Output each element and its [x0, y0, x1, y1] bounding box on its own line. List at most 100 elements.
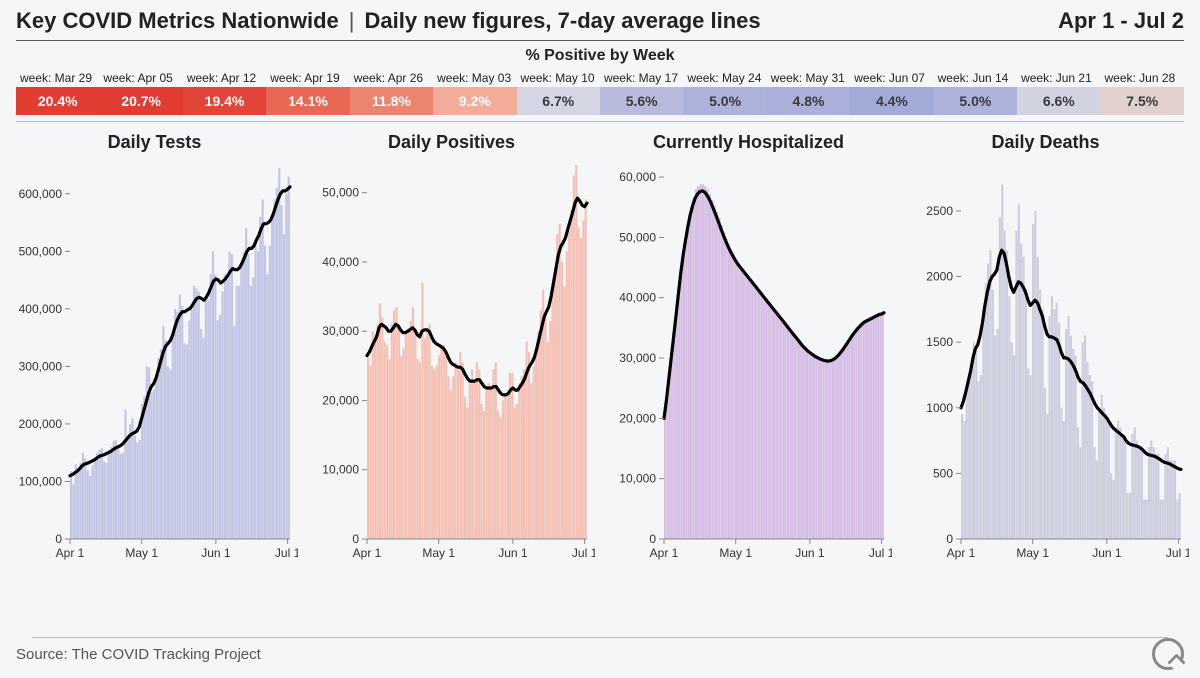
- svg-text:1500: 1500: [926, 335, 953, 349]
- heatmap-cell: 7.5%: [1100, 87, 1184, 115]
- heatmap: week: Mar 29week: Apr 05week: Apr 12week…: [0, 69, 1200, 115]
- y-axis: 0 10,000 20,000 30,000 40,000 50,000 60,000: [619, 170, 664, 546]
- page-title: Key COVID Metrics Nationwide: [16, 8, 339, 34]
- svg-text:Jun 1: Jun 1: [498, 546, 528, 560]
- y-axis: 0100,000200,000300,000400,000500,000600,…: [19, 187, 70, 546]
- heatmap-title: % Positive by Week: [0, 47, 1200, 65]
- svg-text:0: 0: [946, 532, 953, 546]
- svg-text:Apr 1: Apr 1: [947, 546, 976, 560]
- svg-text:60,000: 60,000: [619, 170, 656, 184]
- x-axis: Apr 1 May 1 Jun 1 Jul 1: [947, 539, 1189, 560]
- chart-bars: [664, 184, 884, 539]
- x-axis: Apr 1 May 1 Jun 1 Jul 1: [56, 539, 298, 560]
- svg-text:May 1: May 1: [1016, 546, 1049, 560]
- chart-panel: Daily Deaths 0 500 1000 1500 2000 2500 Apr 1 May…: [899, 126, 1192, 575]
- svg-text:Jun 1: Jun 1: [1092, 546, 1122, 560]
- chart-title: Daily Tests: [8, 132, 301, 153]
- date-range: Apr 1 - Jul 2: [1058, 8, 1184, 34]
- chart-panel: Currently Hospitalized 0 10,000 20,000 30,00…: [602, 126, 895, 575]
- svg-text:Apr 1: Apr 1: [56, 546, 85, 560]
- svg-text:Jul 1: Jul 1: [869, 546, 892, 560]
- heatmap-cell: 4.8%: [767, 87, 850, 115]
- chart-bars: [70, 168, 290, 539]
- svg-text:Jun 1: Jun 1: [795, 546, 825, 560]
- header-row: Key COVID Metrics Nationwide | Daily new…: [0, 0, 1200, 40]
- svg-text:500: 500: [933, 466, 953, 480]
- x-axis: Apr 1 May 1 Jun 1 Jul 1: [650, 539, 892, 560]
- chart-panel: Daily Positives 0 10,000 20,000 30,000 40,000…: [305, 126, 598, 575]
- heatmap-cell: 5.0%: [683, 87, 766, 115]
- source-text: Source: The COVID Tracking Project: [16, 646, 261, 663]
- chart-svg: 010,00020,00030,00040,00050,000Apr 1May …: [305, 155, 598, 575]
- svg-text:1000: 1000: [926, 401, 953, 415]
- heatmap-cell: 5.0%: [934, 87, 1017, 115]
- svg-text:600,000: 600,000: [19, 187, 63, 201]
- page-subtitle: Daily new figures, 7-day average lines: [364, 8, 760, 34]
- svg-text:50,000: 50,000: [322, 186, 359, 200]
- heatmap-week-label: week: Jun 14: [934, 69, 1017, 87]
- footer: Source: The COVID Tracking Project: [0, 630, 1200, 678]
- svg-text:May 1: May 1: [125, 546, 158, 560]
- chart-bars: [367, 165, 587, 539]
- svg-text:20,000: 20,000: [322, 393, 359, 407]
- heatmap-week-label: week: Mar 29: [16, 69, 99, 87]
- heatmap-cell: 20.7%: [99, 87, 182, 115]
- svg-text:300,000: 300,000: [19, 359, 63, 373]
- heatmap-week-label: week: Apr 19: [266, 69, 349, 87]
- svg-text:10,000: 10,000: [322, 463, 359, 477]
- charts-row: Daily Tests0100,000200,000300,000400,000…: [0, 126, 1200, 575]
- svg-text:400,000: 400,000: [19, 302, 63, 316]
- chart-svg: 0 500 1000 1500 2000 2500 Apr 1 May 1 Jun 1 Jul 1: [899, 155, 1192, 575]
- svg-text:May 1: May 1: [719, 546, 752, 560]
- heatmap-cell: 4.4%: [850, 87, 933, 115]
- y-axis: 0 10,000 20,000 30,000 40,000 50,000: [322, 186, 367, 546]
- svg-text:0: 0: [55, 532, 62, 546]
- svg-text:40,000: 40,000: [619, 291, 656, 305]
- svg-text:Jul 1: Jul 1: [275, 546, 298, 560]
- svg-text:500,000: 500,000: [19, 244, 63, 258]
- heatmap-cell: 19.4%: [183, 87, 266, 115]
- heatmap-week-label: week: Jun 28: [1100, 69, 1184, 87]
- y-axis: 0 500 1000 1500 2000 2500: [926, 204, 961, 546]
- svg-text:40,000: 40,000: [322, 255, 359, 269]
- chart-panel: Daily Tests0100,000200,000300,000400,000…: [8, 126, 301, 575]
- heatmap-week-label: week: Apr 26: [350, 69, 433, 87]
- x-axis: Apr 1May 1Jun 1Jul 1: [353, 539, 595, 560]
- svg-text:30,000: 30,000: [322, 324, 359, 338]
- chart-title: Daily Positives: [305, 132, 598, 153]
- heatmap-week-label: week: May 24: [683, 69, 766, 87]
- heatmap-week-label: week: Jun 21: [1017, 69, 1100, 87]
- svg-text:200,000: 200,000: [19, 417, 63, 431]
- svg-text:Jul 1: Jul 1: [1166, 546, 1189, 560]
- svg-text:0: 0: [649, 532, 656, 546]
- heatmap-week-label: week: May 10: [517, 69, 600, 87]
- heatmap-week-label: week: Apr 05: [99, 69, 182, 87]
- svg-text:30,000: 30,000: [619, 351, 656, 365]
- heatmap-week-label: week: Apr 12: [183, 69, 266, 87]
- chart-svg: 0 10,000 20,000 30,000 40,000 50,000 60,000 Apr…: [602, 155, 895, 575]
- heatmap-week-label: week: May 03: [433, 69, 516, 87]
- logo-icon: [1152, 638, 1184, 670]
- chart-title: Daily Deaths: [899, 132, 1192, 153]
- svg-text:Apr 1: Apr 1: [353, 546, 382, 560]
- chart-svg: 0100,000200,000300,000400,000500,000600,…: [8, 155, 301, 575]
- heatmap-cell: 6.7%: [517, 87, 600, 115]
- svg-text:0: 0: [352, 532, 359, 546]
- heatmap-cell: 6.6%: [1017, 87, 1100, 115]
- svg-text:Jun 1: Jun 1: [201, 546, 231, 560]
- svg-text:50,000: 50,000: [619, 230, 656, 244]
- svg-text:10,000: 10,000: [619, 472, 656, 486]
- heatmap-week-label: week: Jun 07: [850, 69, 933, 87]
- chart-title: Currently Hospitalized: [602, 132, 895, 153]
- svg-text:Jul 1: Jul 1: [572, 546, 595, 560]
- svg-text:2500: 2500: [926, 204, 953, 218]
- heatmap-cell: 20.4%: [16, 87, 99, 115]
- svg-text:2000: 2000: [926, 270, 953, 284]
- heatmap-cell: 14.1%: [266, 87, 349, 115]
- heatmap-cell: 9.2%: [433, 87, 516, 115]
- svg-text:20,000: 20,000: [619, 411, 656, 425]
- title-separator: |: [349, 8, 355, 34]
- heatmap-cell: 11.8%: [350, 87, 433, 115]
- svg-text:Apr 1: Apr 1: [650, 546, 679, 560]
- heatmap-week-label: week: May 17: [600, 69, 683, 87]
